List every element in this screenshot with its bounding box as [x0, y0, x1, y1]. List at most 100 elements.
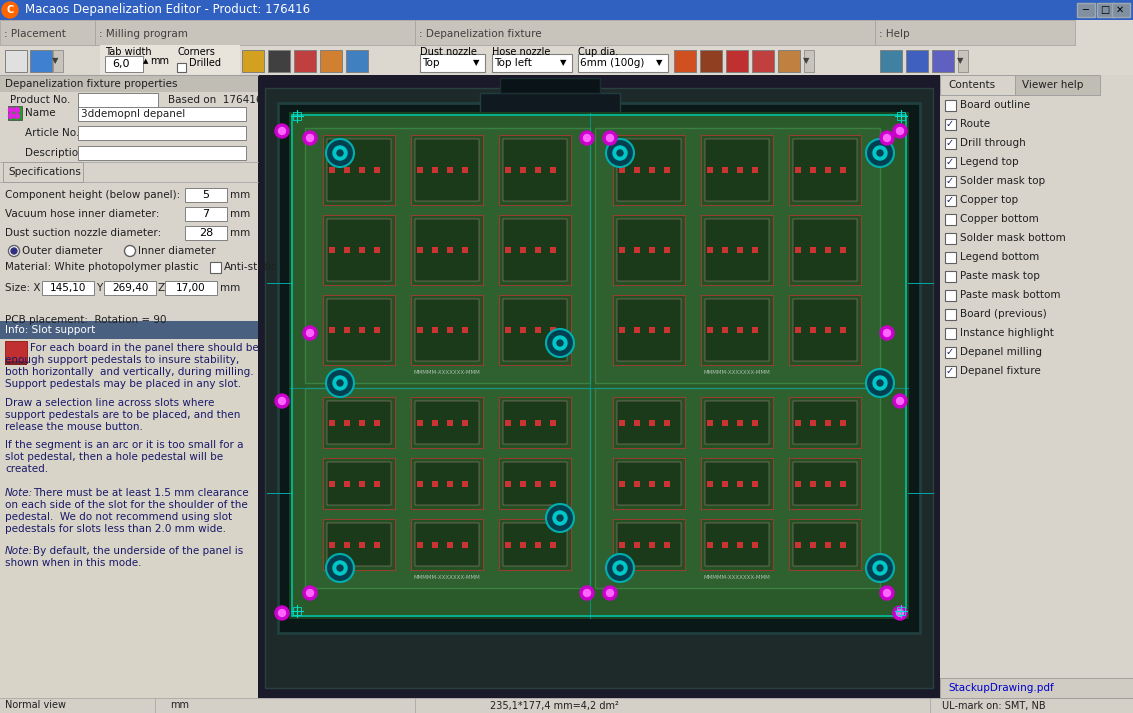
- Bar: [415, 219, 479, 281]
- Bar: [945, 290, 956, 301]
- Text: slot pedestal, then a hole pedestal will be: slot pedestal, then a hole pedestal will…: [5, 452, 223, 462]
- Bar: [810, 542, 816, 548]
- Circle shape: [326, 369, 353, 397]
- Circle shape: [275, 606, 289, 620]
- Bar: [505, 542, 511, 548]
- Circle shape: [557, 340, 563, 346]
- Bar: [323, 295, 395, 365]
- Bar: [359, 420, 365, 426]
- Bar: [359, 327, 365, 333]
- Bar: [617, 299, 681, 361]
- Bar: [825, 420, 830, 426]
- Bar: [940, 75, 1133, 713]
- Text: Based on  176416: Based on 176416: [168, 95, 263, 105]
- Bar: [258, 75, 940, 698]
- Circle shape: [580, 131, 594, 145]
- Bar: [840, 167, 846, 173]
- Bar: [411, 458, 483, 509]
- Circle shape: [877, 380, 883, 386]
- Bar: [613, 519, 685, 570]
- Bar: [0, 45, 1133, 75]
- Bar: [374, 481, 380, 487]
- Bar: [595, 388, 880, 588]
- Bar: [664, 167, 670, 173]
- Bar: [535, 327, 540, 333]
- Bar: [320, 50, 342, 72]
- Bar: [448, 481, 453, 487]
- Text: mm: mm: [230, 190, 250, 200]
- Circle shape: [606, 139, 634, 167]
- Bar: [344, 247, 350, 253]
- Bar: [95, 20, 415, 45]
- Bar: [736, 481, 743, 487]
- Bar: [550, 420, 556, 426]
- Circle shape: [9, 108, 14, 113]
- Bar: [701, 397, 773, 448]
- Bar: [100, 45, 190, 75]
- Bar: [327, 401, 391, 444]
- Text: For each board in the panel there should be: For each board in the panel there should…: [29, 343, 258, 353]
- Bar: [432, 481, 438, 487]
- Bar: [535, 420, 540, 426]
- Bar: [789, 215, 861, 285]
- Text: ✓: ✓: [946, 176, 954, 186]
- Text: ─: ─: [1082, 5, 1088, 15]
- Text: Description: Description: [25, 148, 85, 158]
- Bar: [499, 458, 571, 509]
- Text: Info: Slot support: Info: Slot support: [5, 325, 95, 335]
- Text: Dust suction nozzle diameter:: Dust suction nozzle diameter:: [5, 228, 161, 238]
- Bar: [104, 281, 156, 295]
- Circle shape: [877, 565, 883, 571]
- Bar: [810, 327, 816, 333]
- Bar: [499, 397, 571, 448]
- Text: Name: Name: [25, 108, 56, 118]
- Bar: [897, 607, 905, 615]
- Bar: [795, 167, 801, 173]
- Bar: [674, 50, 696, 72]
- Bar: [736, 167, 743, 173]
- Text: There must be at least 1.5 mm clearance: There must be at least 1.5 mm clearance: [33, 488, 248, 498]
- Bar: [619, 420, 625, 426]
- Bar: [480, 93, 620, 123]
- Circle shape: [275, 124, 289, 138]
- Text: ▼: ▼: [803, 56, 809, 66]
- Bar: [634, 327, 640, 333]
- Text: Board (previous): Board (previous): [960, 309, 1047, 319]
- Bar: [415, 299, 479, 361]
- Bar: [242, 50, 264, 72]
- Bar: [617, 401, 681, 444]
- Bar: [417, 420, 423, 426]
- Bar: [292, 115, 906, 616]
- Bar: [344, 167, 350, 173]
- Bar: [726, 50, 748, 72]
- Bar: [840, 327, 846, 333]
- Bar: [323, 135, 395, 205]
- Bar: [945, 138, 956, 149]
- Circle shape: [880, 586, 894, 600]
- Bar: [329, 167, 335, 173]
- Circle shape: [557, 515, 563, 521]
- Bar: [448, 420, 453, 426]
- Bar: [411, 295, 483, 365]
- Bar: [550, 247, 556, 253]
- Text: mm: mm: [230, 209, 250, 219]
- Bar: [752, 50, 774, 72]
- Bar: [722, 542, 729, 548]
- Bar: [705, 523, 769, 566]
- Bar: [932, 50, 954, 72]
- Bar: [503, 139, 566, 201]
- Bar: [417, 167, 423, 173]
- Text: Z: Z: [157, 283, 165, 293]
- Circle shape: [333, 146, 347, 160]
- Bar: [619, 327, 625, 333]
- Text: Draw a selection line across slots where: Draw a selection line across slots where: [5, 398, 214, 408]
- Bar: [707, 420, 713, 426]
- Text: 17,00: 17,00: [177, 283, 206, 293]
- Circle shape: [553, 336, 566, 350]
- Bar: [795, 542, 801, 548]
- Bar: [613, 215, 685, 285]
- Bar: [53, 50, 63, 72]
- Text: : Milling program: : Milling program: [99, 29, 188, 39]
- Bar: [793, 523, 857, 566]
- Bar: [825, 327, 830, 333]
